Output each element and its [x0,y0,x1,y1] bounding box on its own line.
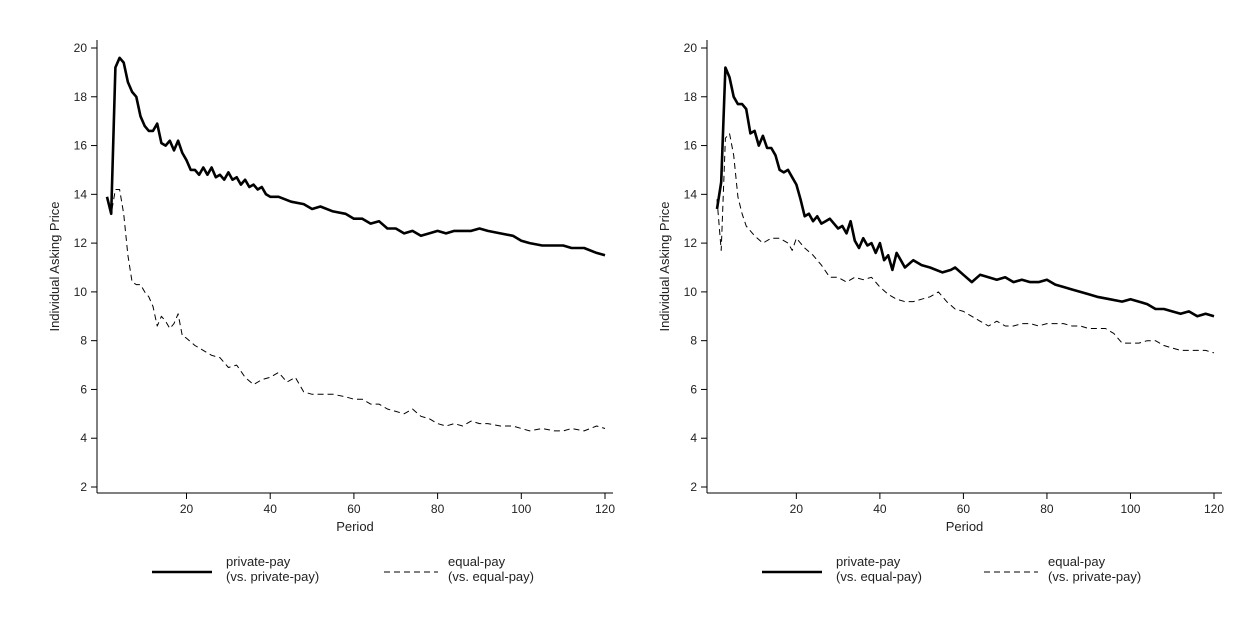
chart-2-y-tick-label: 20 [684,41,698,55]
chart-2-x-tick-label: 60 [957,502,971,516]
chart-2-x-tick-label: 80 [1040,502,1054,516]
chart-1-x-tick-label: 120 [595,502,615,516]
chart-2-y-tick-label: 6 [690,382,697,396]
chart-1-y-tick-label: 10 [74,285,88,299]
chart-1-y-tick-label: 20 [74,41,88,55]
chart-1-y-tick-label: 4 [80,431,87,445]
chart-2-x-tick-label: 20 [790,502,804,516]
chart-1-y-tick-label: 18 [74,90,88,104]
chart-2-legend-label-2-sub: (vs. private-pay) [1048,569,1141,584]
chart-1-y-tick-label: 8 [80,334,87,348]
chart-2-y-tick-label: 8 [690,334,697,348]
chart-1-x-tick-label: 80 [431,502,445,516]
chart-2-x-tick-label: 100 [1120,502,1140,516]
chart-2-series-equal-pay-line [716,132,1215,354]
chart-1-y-tick-label: 16 [74,139,88,153]
chart-1-legend-label-1-sub: (vs. private-pay) [226,569,319,584]
chart-2-legend-label-1: private-pay [836,554,901,569]
chart-2-series-private-pay-line [715,66,1215,318]
chart-1-y-tick-label: 6 [80,382,87,396]
chart-1-x-tick-label: 40 [264,502,278,516]
chart-1-y-tick-label: 14 [74,187,88,201]
chart-1-legend-label-2: equal-pay [448,554,506,569]
chart-2-x-tick-label: 120 [1204,502,1224,516]
chart-2-y-tick-label: 14 [684,187,698,201]
chart-2-y-tick-label: 4 [690,431,697,445]
chart-1-y-axis-title: Individual Asking Price [47,201,62,331]
chart-2-y-tick-label: 10 [684,285,698,299]
chart-1-series-equal-pay-line [106,189,606,432]
chart-1-legend-label-2-sub: (vs. equal-pay) [448,569,534,584]
chart-2-y-tick-label: 12 [684,236,698,250]
chart-1-x-tick-label: 60 [347,502,361,516]
chart-2-y-tick-label: 18 [684,90,698,104]
chart-1-x-tick-label: 100 [511,502,531,516]
chart-1-x-tick-label: 20 [180,502,194,516]
chart-2-x-axis-title: Period [946,519,984,534]
chart-1-series-private-pay-line [105,56,606,257]
chart-2-legend-label-2: equal-pay [1048,554,1106,569]
chart-1-y-tick-label: 12 [74,236,88,250]
chart-2-y-tick-label: 16 [684,139,698,153]
chart-2-legend-label-1-sub: (vs. equal-pay) [836,569,922,584]
chart-1-x-axis-title: Period [336,519,374,534]
chart-2-y-tick-label: 2 [690,480,697,494]
chart-2-x-tick-label: 40 [873,502,887,516]
chart-1-y-tick-label: 2 [80,480,87,494]
chart-1-legend-label-1: private-pay [226,554,291,569]
chart-2-y-axis-title: Individual Asking Price [657,201,672,331]
